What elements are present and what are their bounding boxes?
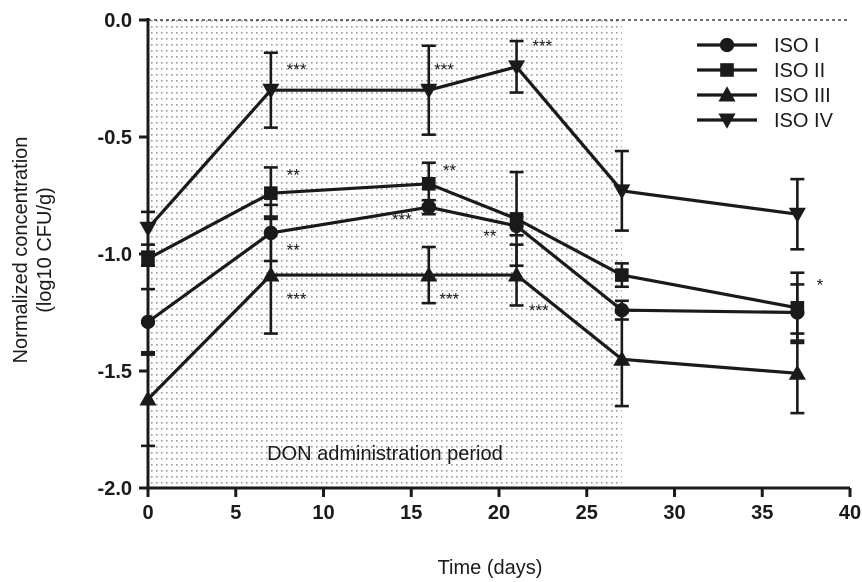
significance-marker: *** xyxy=(287,289,307,308)
data-point xyxy=(139,221,157,237)
x-tick-label: 35 xyxy=(751,502,773,524)
series-group xyxy=(139,39,806,448)
significance-marker: ** xyxy=(443,161,457,180)
data-point xyxy=(615,268,629,282)
significance-marker: *** xyxy=(439,289,459,308)
significance-annotations: *** ******** ************ ******* xyxy=(287,37,824,320)
y-tick-label: -1.0 xyxy=(98,244,132,266)
x-tick-label: 20 xyxy=(488,502,510,524)
data-point xyxy=(509,212,524,226)
series-iso-iii xyxy=(139,215,806,448)
data-point xyxy=(141,251,155,266)
significance-marker: ** xyxy=(483,226,497,245)
data-point xyxy=(507,266,526,282)
x-tick-label: 0 xyxy=(142,502,153,524)
significance-marker: ** xyxy=(287,240,301,259)
legend-label: ISO I xyxy=(774,35,820,57)
x-tick-label: 5 xyxy=(230,502,241,524)
data-point xyxy=(140,314,156,330)
significance-marker: *** xyxy=(434,60,454,79)
series-line xyxy=(146,65,798,230)
series-iso-iv xyxy=(139,39,806,251)
x-axis-title: Time (days) xyxy=(438,557,543,579)
y-axis-title-line-1: Normalized concentration xyxy=(10,137,32,364)
data-point xyxy=(139,390,157,406)
data-point xyxy=(420,83,438,99)
y-tick-label: -1.5 xyxy=(98,361,132,383)
x-tick-label: 40 xyxy=(839,502,861,524)
data-point xyxy=(788,207,806,223)
legend-item-iso-i: ISO I xyxy=(697,35,820,57)
legend-item-iso-ii: ISO II xyxy=(697,60,825,82)
data-point xyxy=(262,83,280,99)
x-tick-label: 25 xyxy=(576,502,598,524)
significance-marker: *** xyxy=(392,210,412,229)
legend-item-iso-iii: ISO III xyxy=(697,85,831,107)
significance-marker: *** xyxy=(287,60,307,79)
data-point xyxy=(420,266,438,282)
x-tick-label: 30 xyxy=(663,502,685,524)
significance-marker: ** xyxy=(287,165,301,184)
legend: ISO I ISO II ISO III ISO IV xyxy=(697,35,834,132)
data-point xyxy=(613,184,631,200)
x-tick-label: 10 xyxy=(312,502,334,524)
series-line xyxy=(146,273,798,401)
y-axis-title: Normalized concentration (log10 CFU/g) xyxy=(10,137,56,364)
data-point xyxy=(422,177,436,191)
significance-marker: *** xyxy=(532,37,552,56)
legend-swatch-marker xyxy=(719,37,735,53)
significance-marker: *** xyxy=(529,301,549,320)
don-period-label: DON administration period xyxy=(267,443,503,465)
data-point xyxy=(262,266,280,282)
legend-swatch-marker xyxy=(718,86,736,102)
data-point xyxy=(507,60,526,76)
y-tick-label: 0.0 xyxy=(104,10,132,32)
legend-label: ISO II xyxy=(774,60,825,82)
data-point xyxy=(613,350,631,366)
series-line xyxy=(147,205,798,324)
data-point xyxy=(264,186,278,200)
y-tick-label: -0.5 xyxy=(98,127,132,149)
legend-swatch-marker xyxy=(718,113,736,129)
series-line xyxy=(147,182,798,310)
data-point xyxy=(788,364,806,380)
y-axis-title-line-2: (log10 CFU/g) xyxy=(34,187,56,313)
x-tick-label: 15 xyxy=(400,502,422,524)
data-point xyxy=(790,301,805,315)
legend-label: ISO III xyxy=(774,85,831,107)
significance-marker: * xyxy=(817,275,824,294)
legend-swatch-marker xyxy=(720,63,734,77)
legend-label: ISO IV xyxy=(774,110,834,132)
legend-item-iso-iv: ISO IV xyxy=(697,110,834,132)
y-tick-label: -2.0 xyxy=(98,478,132,500)
